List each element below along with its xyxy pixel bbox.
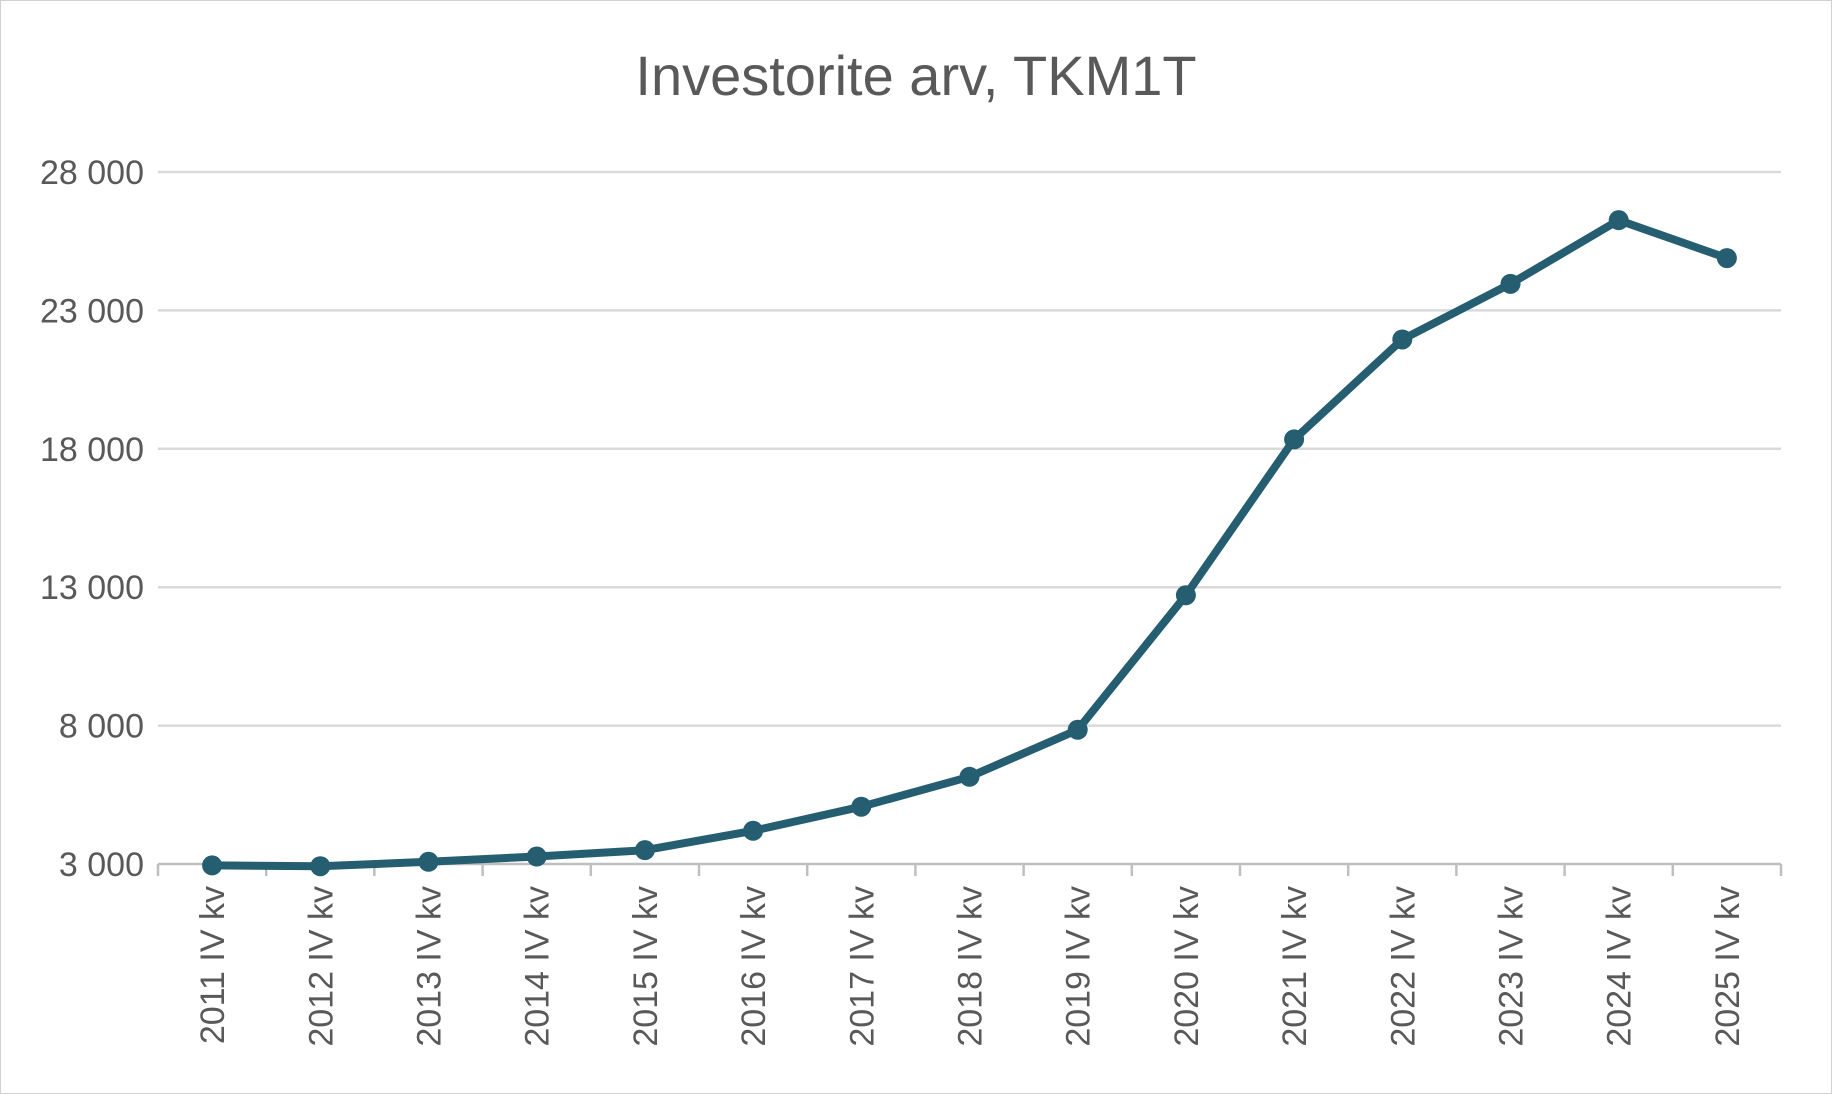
data-point	[1716, 248, 1737, 269]
y-tick-label: 28 000	[40, 154, 144, 192]
x-tick-label: 2014 IV kv	[519, 886, 557, 1047]
data-point	[418, 851, 439, 872]
chart-title: Investorite arv, TKM1T	[635, 44, 1197, 107]
y-tick-label: 3 000	[59, 846, 144, 884]
data-point	[1284, 429, 1305, 450]
gridlines	[158, 170, 1781, 727]
y-axis-labels: 3 000 8 000 13 000 18 000 23 000 28 000	[40, 154, 144, 884]
x-tick-label: 2012 IV kv	[302, 886, 340, 1047]
x-tick-label: 2024 IV kv	[1601, 886, 1639, 1047]
x-tick-label: 2021 IV kv	[1276, 886, 1314, 1047]
data-point	[310, 856, 331, 877]
data-point	[1392, 329, 1413, 350]
data-point	[1608, 210, 1629, 231]
x-tick-label: 2011 IV kv	[194, 886, 232, 1044]
y-tick-label: 23 000	[40, 292, 144, 330]
y-tick-label: 18 000	[40, 431, 144, 469]
y-tick-label: 13 000	[40, 569, 144, 607]
data-point	[526, 846, 547, 867]
x-tick-label: 2018 IV kv	[952, 886, 990, 1047]
x-tick-label: 2017 IV kv	[843, 886, 881, 1047]
data-point	[743, 820, 764, 841]
x-tick-label: 2016 IV kv	[735, 886, 773, 1047]
data-point	[1500, 273, 1521, 294]
data-point	[851, 796, 872, 817]
x-tick-label: 2015 IV kv	[627, 886, 665, 1047]
x-axis-labels: 2011 IV kv 2012 IV kv 2013 IV kv 2014 IV kv…	[194, 886, 1747, 1047]
data-point	[634, 840, 655, 861]
data-point	[959, 766, 980, 787]
x-tick-label: 2022 IV kv	[1384, 886, 1422, 1047]
x-tick-label: 2025 IV kv	[1709, 886, 1747, 1047]
x-tick-label: 2023 IV kv	[1493, 886, 1531, 1047]
x-tick-label: 2013 IV kv	[411, 886, 449, 1047]
data-point	[202, 855, 223, 876]
y-tick-label: 8 000	[59, 708, 144, 746]
series-markers	[202, 210, 1737, 877]
x-tick-label: 2020 IV kv	[1168, 886, 1206, 1047]
x-tick-label: 2019 IV kv	[1060, 886, 1098, 1047]
data-point	[1067, 719, 1088, 740]
data-point	[1175, 585, 1196, 606]
